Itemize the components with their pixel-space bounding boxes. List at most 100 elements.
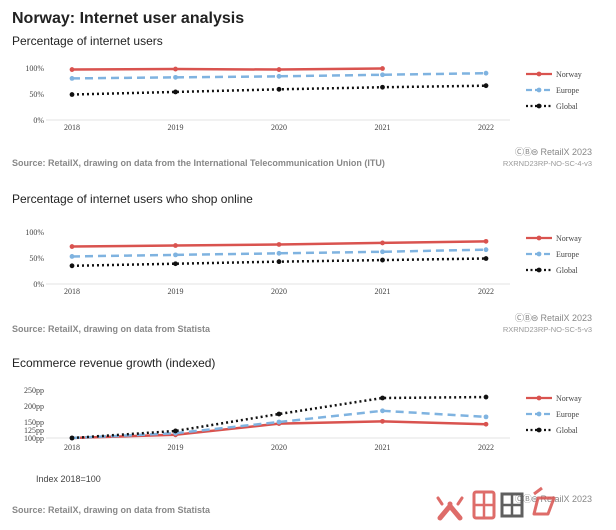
y-tick-label: 100pp — [24, 434, 44, 443]
legend-label-europe: Europe — [556, 410, 580, 419]
data-point-global — [276, 86, 282, 92]
data-point-global — [483, 256, 489, 261]
x-tick-label: 2020 — [271, 443, 287, 452]
legend-label-norway: Norway — [556, 234, 582, 243]
creative-commons-icon: ⒸⒷ⊜ — [514, 313, 539, 323]
legend-label-europe: Europe — [556, 250, 580, 259]
data-point-global — [173, 428, 178, 434]
y-tick-label: 250pp — [24, 386, 44, 395]
data-point-global — [69, 435, 75, 441]
legend-marker-norway — [536, 235, 542, 241]
page-title: Norway: Internet user analysis — [12, 10, 245, 27]
creative-commons-icon: ⒸⒷ⊜ — [514, 147, 539, 157]
chart-2-subtitle: Percentage of internet users who shop on… — [12, 192, 253, 206]
chart-3-note: Index 2018=100 — [36, 474, 101, 484]
x-tick-label: 2021 — [375, 287, 391, 296]
x-tick-label: 2022 — [478, 287, 494, 296]
data-point-europe — [380, 408, 385, 414]
series-line-global — [71, 257, 487, 268]
data-point-global — [380, 84, 385, 90]
x-tick-label: 2020 — [271, 287, 287, 296]
chart-3-brand: ⒸⒷ⊜ RetailX 2023 — [515, 494, 592, 505]
creative-commons-icon: ⒸⒷ⊜ — [514, 494, 539, 504]
data-point-global — [276, 259, 282, 265]
data-point-norway — [483, 421, 489, 427]
legend-marker-norway — [536, 71, 542, 77]
chart-1-brand-label: RetailX 2023 — [540, 147, 592, 157]
data-point-global — [380, 257, 385, 263]
data-point-europe — [276, 250, 282, 256]
x-tick-label: 2022 — [478, 443, 494, 452]
legend-marker-europe — [536, 87, 542, 93]
data-point-norway — [380, 418, 385, 424]
legend-label-norway: Norway — [556, 70, 582, 79]
y-tick-label: 0% — [33, 280, 44, 289]
x-tick-label: 2019 — [168, 123, 184, 132]
data-point-norway — [276, 67, 282, 72]
data-point-europe — [483, 70, 489, 76]
chart-online-shoppers: 0% 50% 100% 2018 2019 2020 2021 2022 Norway Europ… — [25, 228, 582, 296]
y-tick-label: 200pp — [24, 402, 44, 411]
series-line-europe — [71, 409, 487, 440]
chart-2-brand-label: RetailX 2023 — [540, 313, 592, 323]
x-tick-label: 2021 — [375, 443, 391, 452]
legend-label-global: Global — [556, 426, 579, 435]
legend-marker-europe — [536, 411, 542, 417]
legend-marker-global — [536, 267, 542, 273]
watermark-logo-icon — [436, 486, 556, 521]
data-point-norway — [173, 243, 178, 248]
data-point-norway — [380, 240, 385, 246]
y-tick-label: 50% — [29, 90, 44, 99]
data-point-europe — [173, 252, 178, 258]
series-line-norway — [71, 67, 383, 71]
series-line-europe — [71, 248, 487, 258]
series-line-europe — [71, 71, 487, 80]
chart-1-brand: ⒸⒷ⊜ RetailX 2023 RXRND23RP-NO-SC-4-v3 — [503, 147, 592, 169]
data-point-europe — [276, 73, 282, 79]
data-point-global — [69, 263, 75, 269]
data-point-europe — [380, 72, 385, 78]
data-point-global — [483, 394, 489, 400]
chart-2-code: RXRND23RP-NO-SC-5-v3 — [502, 325, 592, 334]
data-point-europe — [276, 419, 282, 425]
y-tick-label: 0% — [33, 116, 44, 125]
data-point-europe — [173, 74, 178, 80]
data-point-europe — [380, 249, 385, 255]
legend-marker-norway — [536, 395, 542, 401]
data-point-europe — [69, 76, 75, 81]
data-point-global — [483, 83, 489, 89]
x-tick-label: 2020 — [271, 123, 287, 132]
chart-1-source: Source: RetailX, drawing on data from th… — [12, 158, 385, 168]
legend-label-global: Global — [556, 102, 579, 111]
data-point-global — [173, 89, 178, 95]
x-tick-label: 2021 — [375, 123, 391, 132]
data-point-norway — [173, 66, 178, 72]
data-point-europe — [483, 414, 489, 420]
legend-marker-europe — [536, 251, 542, 257]
x-tick-label: 2019 — [168, 287, 184, 296]
chart-3-brand-label: RetailX 2023 — [540, 494, 592, 504]
y-tick-label: 100% — [25, 64, 44, 73]
legend-label-europe: Europe — [556, 86, 580, 95]
x-tick-label: 2018 — [64, 443, 80, 452]
series-line-global — [71, 395, 487, 440]
data-point-global — [173, 261, 178, 267]
legend-label-norway: Norway — [556, 394, 582, 403]
chart-3-source: Source: RetailX, drawing on data from St… — [12, 505, 211, 515]
x-tick-label: 2022 — [478, 123, 494, 132]
chart-2-brand: ⒸⒷ⊜ RetailX 2023 RXRND23RP-NO-SC-5-v3 — [503, 313, 592, 335]
data-point-norway — [380, 66, 385, 71]
chart-internet-users: 0% 50% 100% 2018 2019 2020 2021 2022 Norway Europ… — [25, 64, 582, 132]
chart-1-code: RXRND23RP-NO-SC-4-v3 — [502, 159, 592, 168]
chart-3-subtitle: Ecommerce revenue growth (indexed) — [12, 356, 216, 370]
x-tick-label: 2018 — [64, 123, 80, 132]
x-tick-label: 2019 — [168, 443, 184, 452]
x-tick-label: 2018 — [64, 287, 80, 296]
y-tick-label: 50% — [29, 254, 44, 263]
legend-marker-global — [536, 103, 542, 109]
data-point-norway — [69, 244, 75, 249]
data-point-global — [276, 411, 282, 417]
data-point-global — [380, 395, 385, 401]
chart-1-subtitle: Percentage of internet users — [12, 34, 163, 48]
